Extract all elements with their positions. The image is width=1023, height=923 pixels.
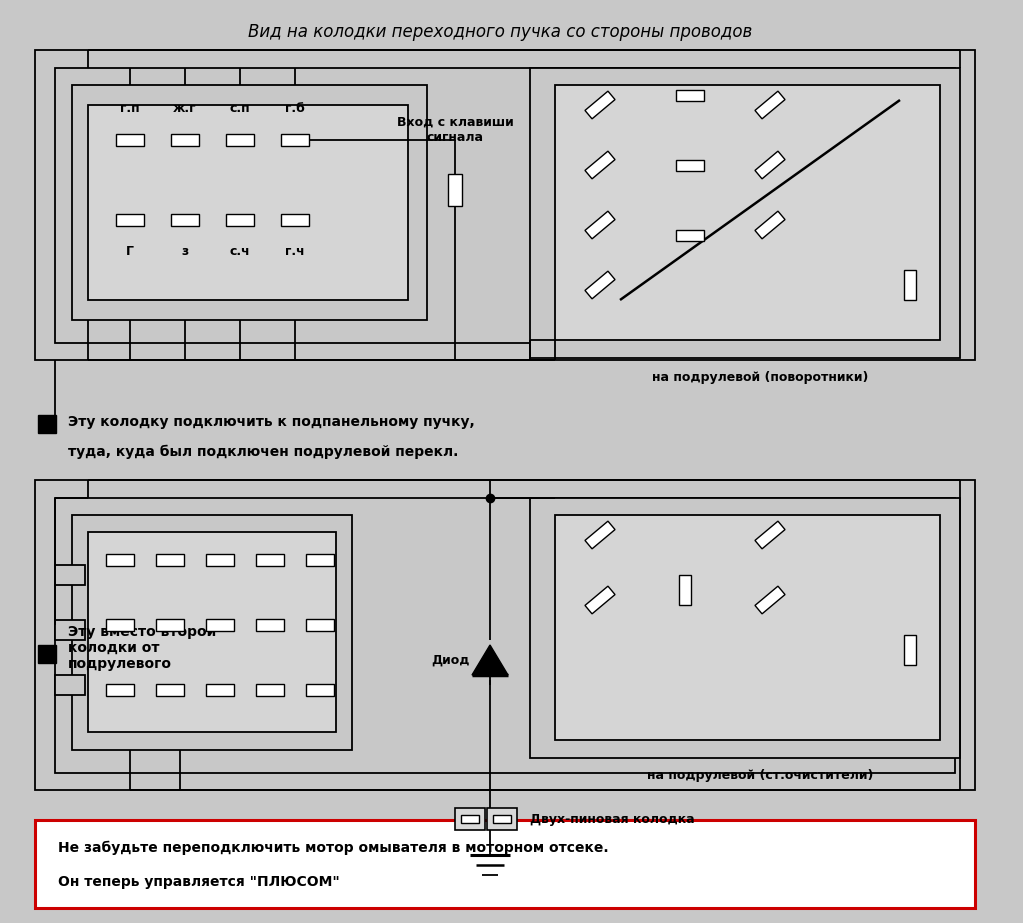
Bar [155,554,184,566]
Bar [281,214,309,226]
Bar [904,270,916,300]
Text: Эту вместо второй
колодки от
подрулевого: Эту вместо второй колодки от подрулевого [68,625,216,671]
Bar [55,498,955,773]
Bar [455,808,485,830]
Text: Г: Г [126,245,134,258]
Bar [226,214,254,226]
Polygon shape [755,211,785,239]
Text: Вид на колодки переходного пучка со стороны проводов: Вид на колодки переходного пучка со стор… [248,23,752,41]
Text: с.ч: с.ч [230,245,251,258]
Bar [55,68,955,343]
Polygon shape [585,271,615,299]
Bar [461,815,479,823]
Text: Он теперь управляется "ПЛЮСОМ": Он теперь управляется "ПЛЮСОМ" [58,875,340,889]
Bar [55,565,85,585]
Text: Вход с клавиши
сигнала: Вход с клавиши сигнала [397,116,514,144]
Bar [55,620,85,640]
Bar [171,134,199,146]
Text: Диод: Диод [432,653,470,666]
Bar [281,134,309,146]
Text: на подрулевой (поворотники): на подрулевой (поворотники) [652,371,869,385]
Bar [155,619,184,631]
Bar [35,50,975,360]
Polygon shape [585,151,615,179]
Bar [206,619,234,631]
Bar [88,105,408,300]
Bar [171,214,199,226]
Bar [106,684,134,696]
Bar [88,532,336,732]
Bar [306,619,333,631]
Bar [555,85,940,340]
Bar [256,684,284,696]
Bar [38,415,56,433]
Polygon shape [755,521,785,549]
Bar [676,90,704,101]
Text: Эту колодку подключить к подпанельному пучку,: Эту колодку подключить к подпанельному п… [68,415,475,429]
Polygon shape [755,91,785,119]
Bar [256,619,284,631]
Text: Двух-пиновая колодка: Двух-пиновая колодка [530,812,695,825]
Bar [530,68,960,358]
Polygon shape [585,91,615,119]
Text: г.б: г.б [285,102,305,115]
Bar [116,134,144,146]
Bar [306,554,333,566]
Bar [530,498,960,758]
Bar [306,684,333,696]
Bar [206,684,234,696]
Bar [116,214,144,226]
Polygon shape [585,521,615,549]
Bar [106,619,134,631]
Bar [72,85,427,320]
Polygon shape [585,586,615,614]
Text: ж.г: ж.г [173,102,196,115]
Polygon shape [472,645,508,675]
Bar [676,160,704,171]
Bar [35,820,975,908]
Text: г.ч: г.ч [285,245,305,258]
Bar [493,815,512,823]
Bar [35,480,975,790]
Polygon shape [755,586,785,614]
Bar [679,575,691,605]
Bar [487,808,517,830]
Text: з: з [181,245,188,258]
Text: Не забудьте переподключить мотор омывателя в моторном отсеке.: Не забудьте переподключить мотор омывате… [58,841,609,855]
Polygon shape [755,151,785,179]
Bar [72,515,352,750]
Bar [256,554,284,566]
Polygon shape [585,211,615,239]
Bar [555,515,940,740]
Text: г.п: г.п [120,102,140,115]
Bar [55,675,85,695]
Bar [448,174,462,206]
Bar [155,684,184,696]
Bar [226,134,254,146]
Text: на подрулевой (ст.очистители): на подрулевой (ст.очистители) [647,769,874,782]
Text: с.п: с.п [230,102,251,115]
Text: туда, куда был подключен подрулевой перекл.: туда, куда был подключен подрулевой пере… [68,445,458,460]
Bar [106,554,134,566]
Bar [676,230,704,241]
Bar [206,554,234,566]
Bar [904,635,916,665]
Bar [38,645,56,663]
